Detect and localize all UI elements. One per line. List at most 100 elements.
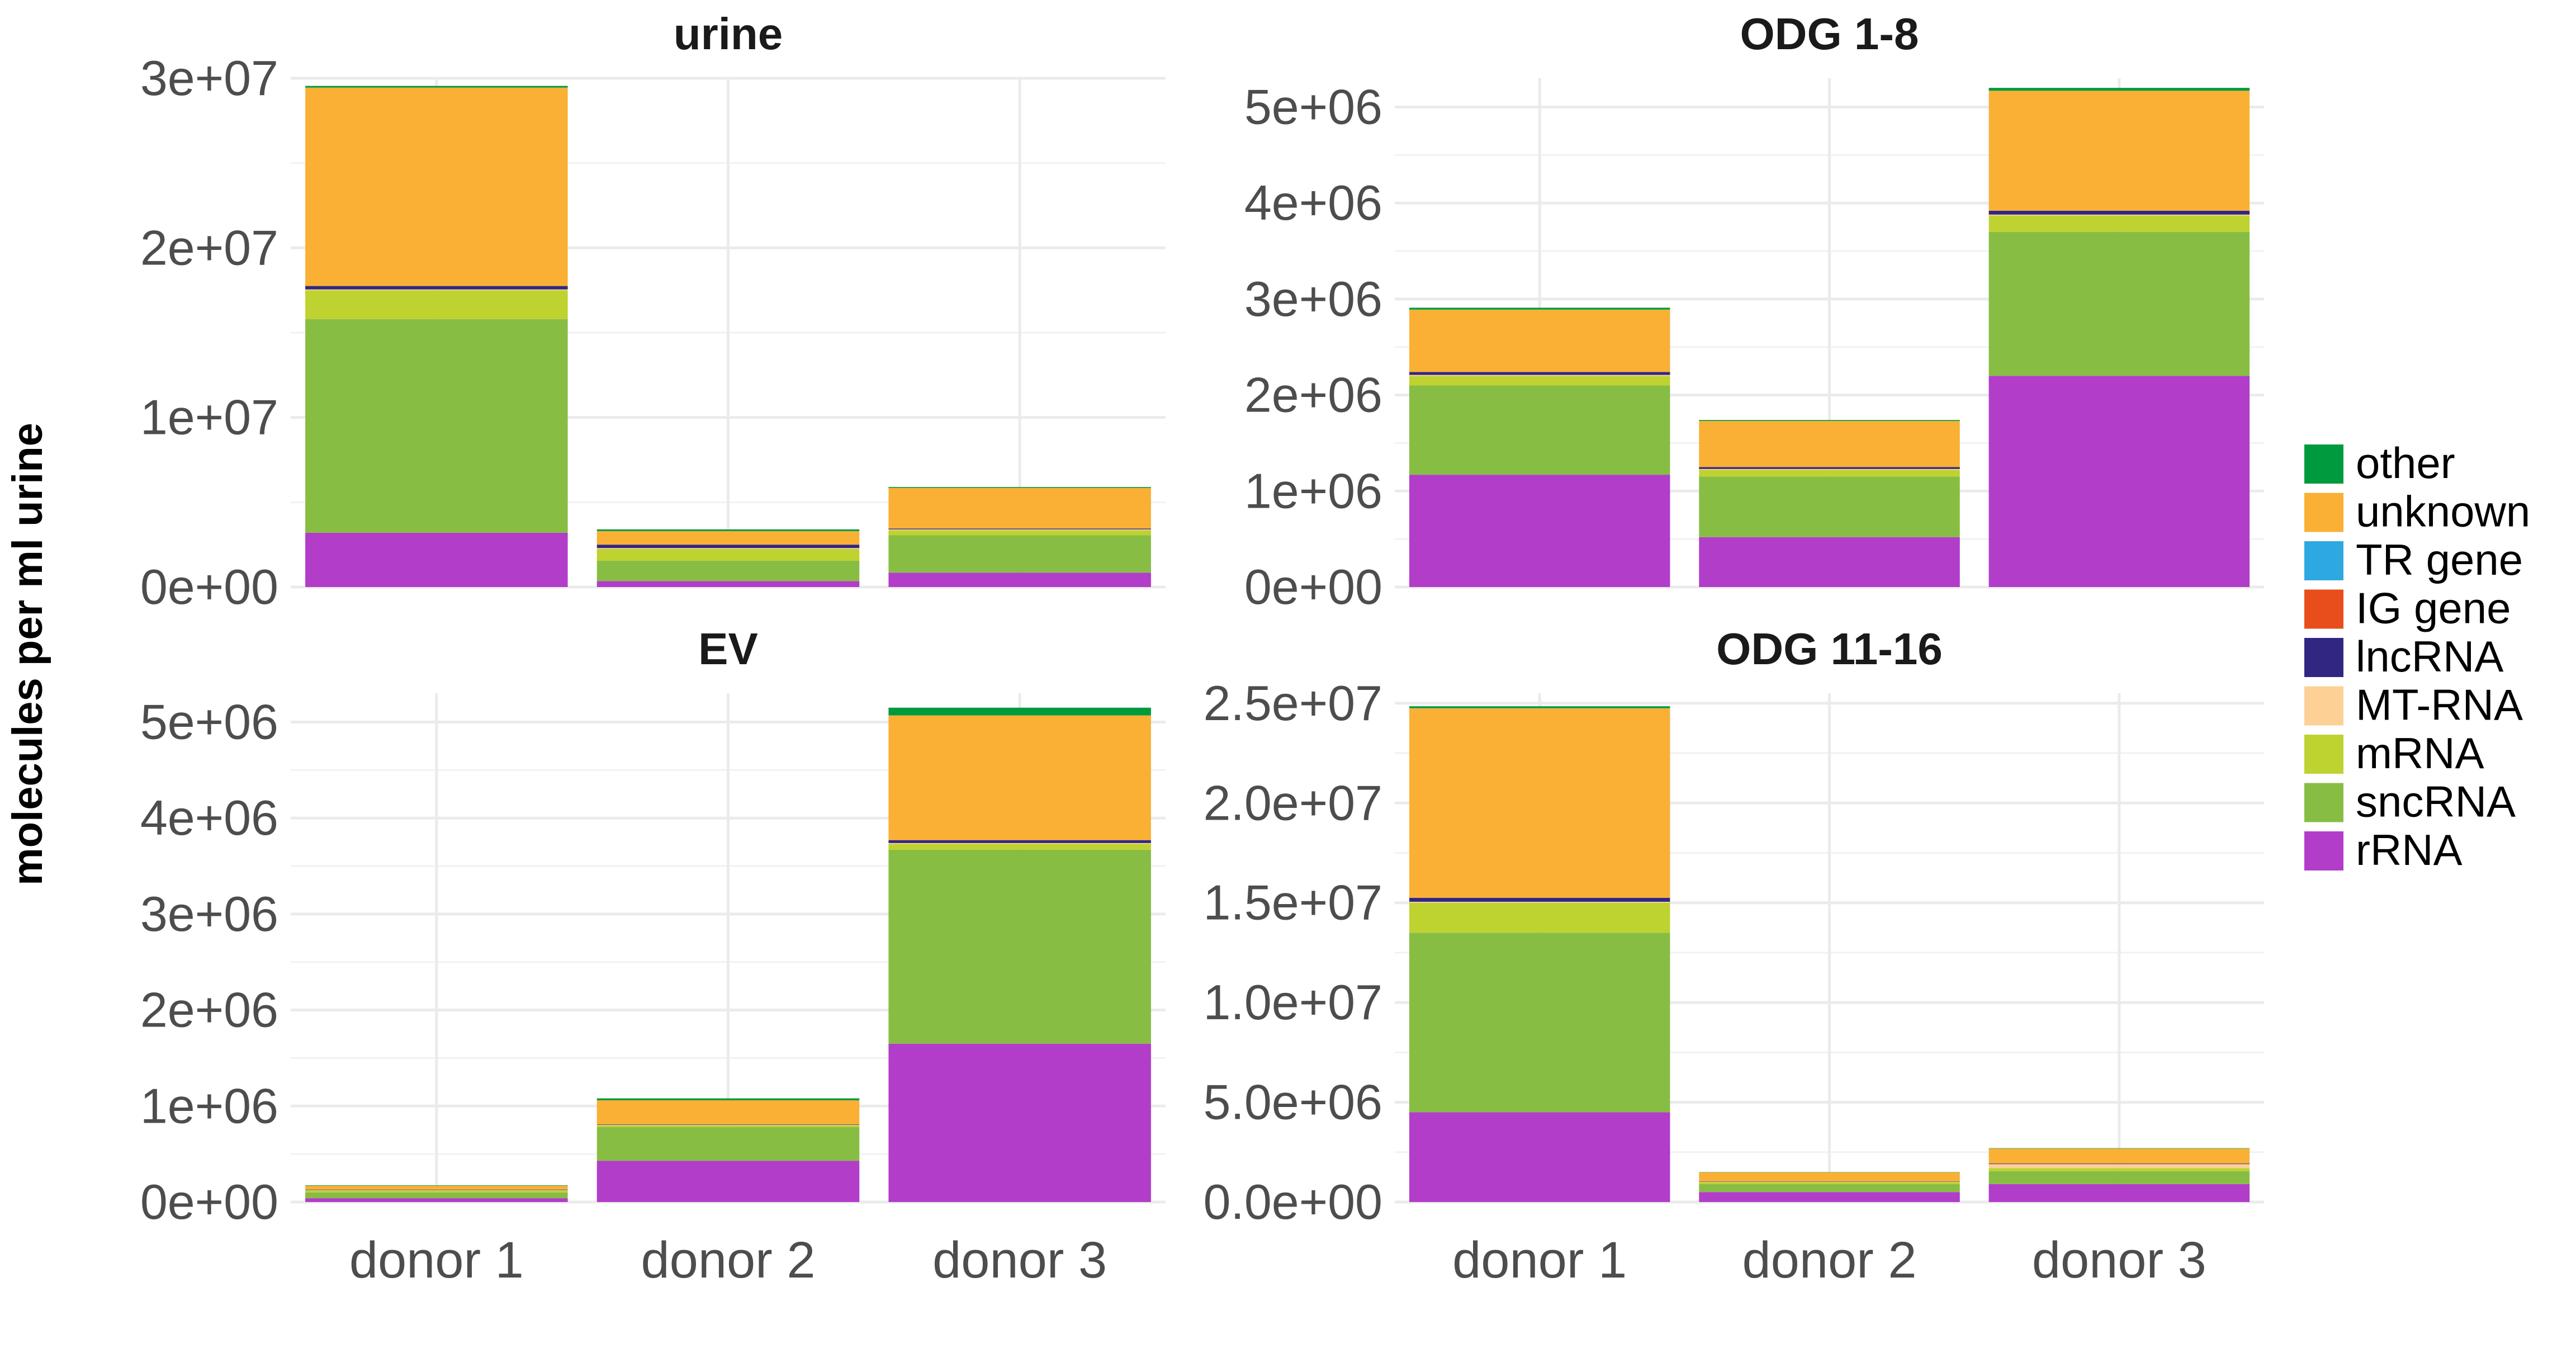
bar-segment-mrna-donor-2 (596, 1125, 860, 1128)
bar-segment-other-donor-1 (1409, 706, 1670, 708)
bar-segment-sncrna-donor-3 (888, 849, 1151, 1044)
bar-segment-lncrna-donor-2 (1699, 1181, 1960, 1182)
legend-item-rrna: rRNA (2304, 825, 2463, 874)
y-tick-label: 0e+00 (140, 559, 278, 614)
bar-segment-unknown-donor-2 (596, 1100, 860, 1124)
chart-panels: 0e+00 1e+07 2e+07 3e+07 urine 0e+00 1e+06 2e+06… (140, 9, 2264, 1289)
bar-segment-mt-rna-donor-1 (1409, 901, 1670, 903)
bar-segment-rrna-donor-1 (1409, 475, 1670, 587)
bar-segment-mrna-donor-2 (1699, 470, 1960, 477)
y-tick-label: 5e+06 (140, 694, 278, 750)
bar-segment-sncrna-donor-3 (1988, 231, 2250, 376)
bar-segment-other-donor-3 (1988, 1148, 2250, 1149)
bar-segment-other-donor-2 (1699, 420, 1960, 421)
legend-item-mrna: mRNA (2304, 728, 2484, 778)
y-tick-label: 1.5e+07 (1203, 875, 1382, 930)
bar-segment-unknown-donor-1 (305, 87, 568, 286)
legend-label: IG gene (2356, 584, 2511, 633)
legend-swatch (2304, 783, 2343, 822)
bar-segment-other-donor-1 (305, 1185, 568, 1186)
panel-ev: 0e+00 1e+06 2e+06 3e+06 4e+06 5e+06 donor 1 don… (140, 624, 1166, 1289)
bar-segment-lncrna-donor-3 (888, 840, 1151, 843)
bar-segment-rrna-donor-3 (888, 573, 1151, 587)
bar-segment-rrna-donor-1 (1409, 1112, 1670, 1202)
bar-segment-mrna-donor-3 (888, 844, 1151, 850)
bar-segment-rrna-donor-3 (1988, 1184, 2250, 1202)
bar-segment-other-donor-3 (1988, 88, 2250, 91)
legend-label: rRNA (2356, 825, 2463, 874)
bar-segment-other-donor-2 (596, 529, 860, 531)
panel-odg-1-8: 0e+00 1e+06 2e+06 3e+06 4e+06 5e+06 ODG 1-8 (1244, 9, 2264, 614)
bar-segment-other-donor-1 (305, 86, 568, 88)
y-tick-label: 0.0e+00 (1203, 1174, 1382, 1229)
bar-segment-lncrna-donor-3 (888, 528, 1151, 529)
bar-segment-rrna-donor-3 (1988, 376, 2250, 587)
bar-segment-mrna-donor-1 (305, 1190, 568, 1193)
bar-segment-lncrna-donor-1 (305, 286, 568, 290)
bar-segment-sncrna-donor-2 (596, 1127, 860, 1161)
legend-swatch (2304, 831, 2343, 871)
bar-segment-unknown-donor-1 (1409, 708, 1670, 898)
bar-segment-other-donor-1 (1409, 308, 1670, 310)
bar-segment-sncrna-donor-1 (1409, 933, 1670, 1113)
bar-segment-rrna-donor-2 (596, 1161, 860, 1202)
legend-item-mt-rna: MT-RNA (2304, 680, 2523, 730)
bar-segment-sncrna-donor-3 (888, 535, 1151, 573)
bar-segment-rrna-donor-1 (305, 1198, 568, 1202)
x-tick-label-donor-3: donor 3 (2032, 1232, 2206, 1289)
bar-segment-unknown-donor-3 (1988, 1148, 2250, 1164)
bar-segment-other-donor-2 (596, 1098, 860, 1100)
y-tick-label: 2e+06 (140, 982, 278, 1038)
legend-label: TR gene (2356, 535, 2523, 584)
panel-title: EV (698, 624, 758, 674)
bar-segment-other-donor-3 (888, 487, 1151, 488)
legend-item-unknown: unknown (2304, 487, 2530, 536)
bar-segment-mrna-donor-3 (1988, 215, 2250, 232)
bar-segment-mt-rna-donor-3 (888, 529, 1151, 531)
bar-segment-lncrna-donor-1 (1409, 372, 1670, 375)
x-tick-label-donor-2: donor 2 (1742, 1232, 1916, 1289)
bar-segment-other-donor-3 (888, 707, 1151, 716)
legend-swatch (2304, 638, 2343, 677)
bar-segment-unknown-donor-1 (1409, 309, 1670, 372)
legend-swatch (2304, 735, 2343, 774)
bar-segment-mrna-donor-2 (596, 548, 860, 561)
bar-segment-mt-rna-donor-2 (1699, 469, 1960, 470)
legend-label: other (2356, 438, 2455, 488)
bar-segment-sncrna-donor-1 (305, 1192, 568, 1199)
y-tick-label: 2.0e+07 (1203, 775, 1382, 830)
y-tick-label: 3e+07 (140, 50, 278, 106)
y-axis-label: molecules per ml urine (4, 423, 51, 886)
y-tick-label: 4e+06 (140, 790, 278, 845)
bar-segment-mt-rna-donor-1 (1409, 375, 1670, 376)
bar-segment-mt-rna-donor-3 (1988, 214, 2250, 216)
legend-item-tr-gene: TR gene (2304, 535, 2523, 584)
y-tick-label: 1e+06 (140, 1078, 278, 1133)
bar-segment-lncrna-donor-2 (1699, 467, 1960, 469)
bar-segment-mrna-donor-1 (1409, 902, 1670, 933)
bar-segment-rrna-donor-2 (1699, 537, 1960, 587)
bar-segment-unknown-donor-1 (305, 1185, 568, 1190)
legend-swatch (2304, 444, 2343, 484)
y-tick-label: 2e+06 (1244, 367, 1382, 423)
legend-item-sncrna: sncRNA (2304, 777, 2516, 826)
bar-segment-unknown-donor-3 (1988, 91, 2250, 211)
legend-item-other: other (2304, 438, 2455, 488)
bar-segment-mrna-donor-1 (1409, 376, 1670, 386)
legend-swatch (2304, 493, 2343, 532)
x-tick-label-donor-3: donor 3 (932, 1232, 1107, 1289)
y-tick-label: 4e+06 (1244, 175, 1382, 230)
bar-segment-lncrna-donor-1 (1409, 897, 1670, 902)
bar-segment-mrna-donor-2 (1699, 1182, 1960, 1184)
bar-segment-lncrna-donor-3 (1988, 210, 2250, 215)
legend-item-ig-gene: IG gene (2304, 584, 2511, 633)
y-tick-label: 0e+00 (140, 1174, 278, 1229)
legend-label: lncRNA (2356, 632, 2503, 681)
legend-label: unknown (2356, 487, 2530, 536)
bar-segment-lncrna-donor-3 (1988, 1163, 2250, 1165)
bar-segment-unknown-donor-3 (888, 488, 1151, 529)
x-tick-label-donor-2: donor 2 (641, 1232, 815, 1289)
panel-title: ODG 11-16 (1716, 624, 1943, 674)
bar-segment-sncrna-donor-2 (1699, 476, 1960, 537)
